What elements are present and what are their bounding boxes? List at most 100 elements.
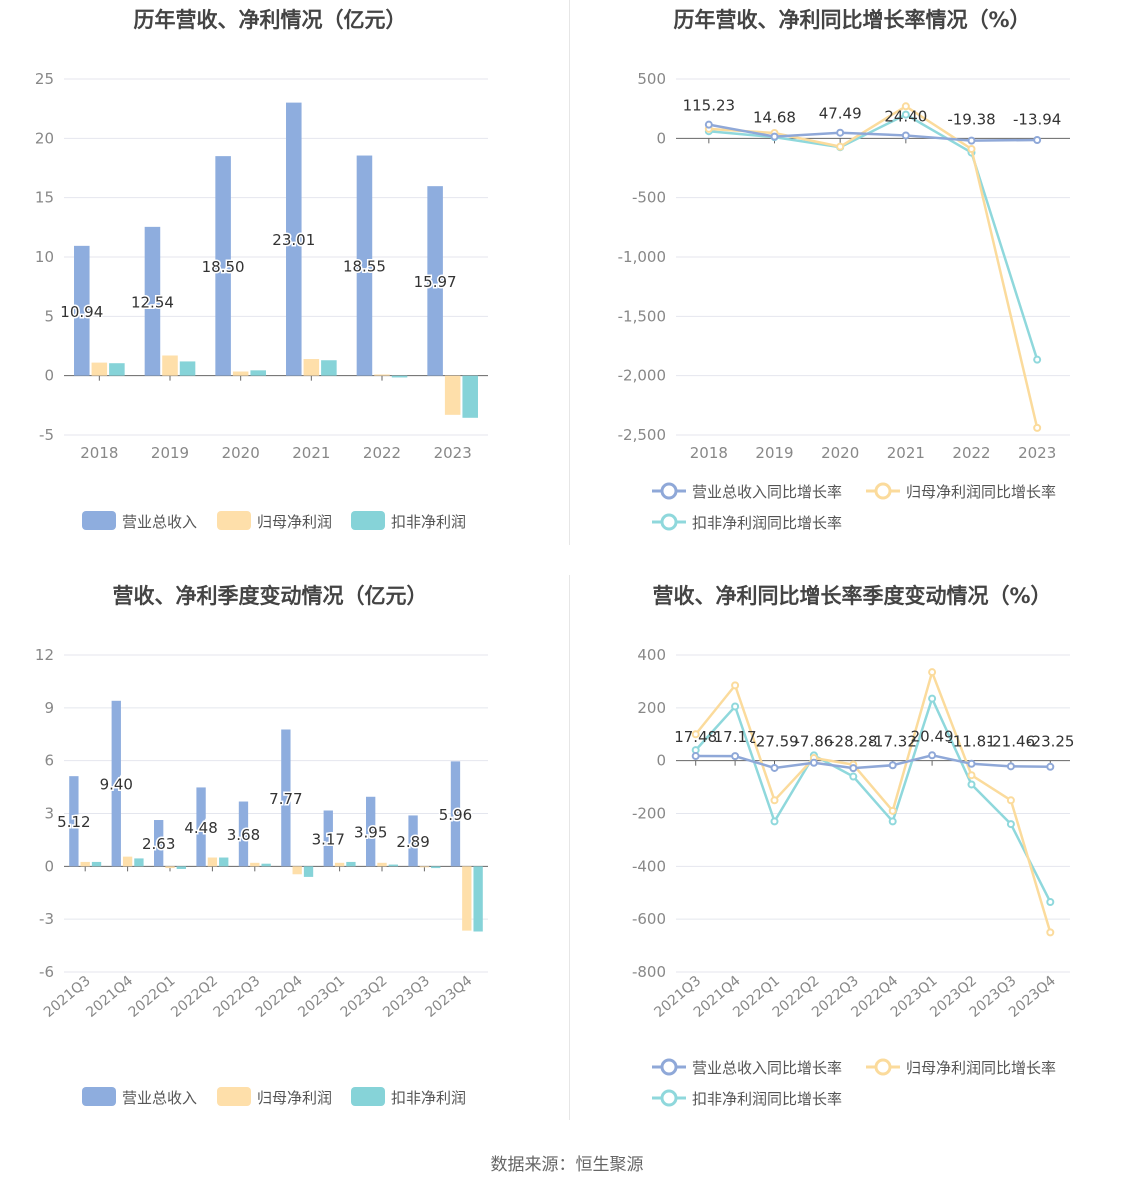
bar (91, 861, 102, 867)
legend: 营业总收入 归母净利润 扣非净利润 (82, 1087, 466, 1107)
data-point (888, 761, 897, 770)
bar (281, 729, 291, 867)
x-tick-label: 2018 (690, 444, 728, 462)
x-tick-label: 2023 (434, 444, 472, 462)
series-line (694, 695, 1052, 903)
bar (134, 858, 144, 867)
bar (408, 815, 418, 867)
legend-swatch (351, 1087, 385, 1106)
data-label: 5.96 (439, 806, 472, 824)
data-label: -17.32 (869, 733, 917, 751)
y-tick-label: 0 (656, 752, 666, 770)
y-tick-label: 15 (35, 189, 54, 207)
legend-marker (660, 482, 678, 500)
chart-quarterly-amounts: -6-30369122021Q32021Q42022Q12022Q22022Q3… (35, 646, 488, 1107)
legend-marker (660, 1058, 678, 1076)
data-point (770, 132, 779, 141)
legend-marker (874, 482, 892, 500)
x-tick-label: 2023 (1018, 444, 1056, 462)
x-tick-label: 2019 (755, 444, 793, 462)
bar (232, 371, 249, 376)
bar (215, 156, 231, 376)
legend-label: 归母净利润 (257, 513, 332, 531)
chart-annual-amounts: -5 0 5 10 15 20 25 2018 2019 2020 2021 2022 2023 10.9… (35, 70, 488, 531)
legend-label: 营业总收入同比增长率 (692, 1059, 842, 1077)
bar (303, 866, 314, 877)
data-point (1006, 762, 1015, 771)
data-point (809, 758, 818, 767)
data-label: 14.68 (753, 109, 796, 127)
bar (321, 360, 337, 376)
legend-marker (660, 1089, 678, 1107)
data-label: 115.23 (683, 97, 736, 115)
legend-swatch (351, 511, 385, 530)
x-tick-label: 2022 (952, 444, 990, 462)
bar (69, 776, 79, 867)
x-tick-label: 2023Q2 (338, 973, 391, 1021)
x-tick-label: 2021 (292, 444, 330, 462)
data-point (770, 817, 779, 826)
x-tick-label: 2021 (887, 444, 925, 462)
y-tick-label: -600 (632, 910, 666, 928)
data-point (967, 771, 976, 780)
series-line (708, 104, 1039, 429)
x-tick-label: 2023Q4 (423, 973, 476, 1021)
bar (374, 374, 390, 376)
data-label: -13.94 (1013, 110, 1061, 128)
legend-label: 营业总收入 (122, 513, 197, 531)
data-point (1033, 423, 1042, 432)
data-label: 5.12 (57, 813, 90, 831)
bar (450, 761, 461, 867)
legend-swatch (217, 1087, 251, 1106)
data-point (836, 128, 845, 137)
data-point (928, 694, 937, 703)
bar (391, 375, 408, 378)
data-point (849, 772, 858, 781)
data-point (770, 763, 779, 772)
data-label: 4.48 (184, 819, 217, 837)
bar (250, 370, 266, 376)
data-label: 12.54 (131, 293, 174, 311)
data-label: 23.01 (272, 231, 315, 249)
data-label: 3.95 (354, 824, 387, 842)
bar (286, 102, 302, 376)
y-tick-label: 500 (637, 70, 666, 88)
x-tick-label: 2023Q1 (295, 973, 348, 1021)
bar (122, 856, 133, 867)
x-tick-label: 2022Q2 (168, 973, 221, 1021)
x-tick-label: 2022Q4 (253, 973, 306, 1021)
data-label: 9.40 (100, 776, 133, 794)
y-tick-label: -2,500 (618, 426, 666, 444)
bar (250, 862, 260, 867)
bar (109, 363, 125, 376)
bar (427, 186, 443, 376)
data-label: 18.55 (343, 258, 386, 276)
data-point (967, 145, 976, 154)
y-tick-label: -3 (39, 910, 54, 928)
y-tick-label: 200 (637, 699, 666, 717)
data-point (967, 136, 976, 145)
data-point (731, 752, 740, 761)
data-point (967, 780, 976, 789)
bar (356, 155, 373, 376)
data-label: 2.89 (396, 833, 429, 851)
bar (179, 361, 196, 376)
data-label: -11.81 (947, 733, 995, 751)
x-tick-label: 2021Q4 (83, 973, 136, 1021)
y-tick-label: 5 (44, 307, 54, 325)
bar (74, 245, 90, 376)
x-tick-label: 2018 (80, 444, 118, 462)
y-tick-label: 0 (44, 857, 54, 875)
bar (323, 810, 333, 867)
legend-label: 扣非净利润同比增长率 (692, 1090, 842, 1108)
bar (196, 787, 206, 867)
y-tick-label: -1,500 (618, 307, 666, 325)
legend-marker (874, 1058, 892, 1076)
legend-swatch (82, 1087, 116, 1106)
data-label: -23.25 (1026, 733, 1074, 751)
series-line (708, 113, 1039, 361)
x-tick-label: 2022Q3 (211, 973, 264, 1021)
chart-title-annual-growth: 历年营收、净利同比增长率情况（%） (673, 8, 1031, 32)
data-point (888, 817, 897, 826)
data-label: -27.59 (750, 733, 798, 751)
